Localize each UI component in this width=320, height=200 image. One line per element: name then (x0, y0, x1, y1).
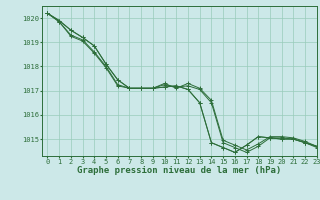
X-axis label: Graphe pression niveau de la mer (hPa): Graphe pression niveau de la mer (hPa) (77, 166, 281, 175)
